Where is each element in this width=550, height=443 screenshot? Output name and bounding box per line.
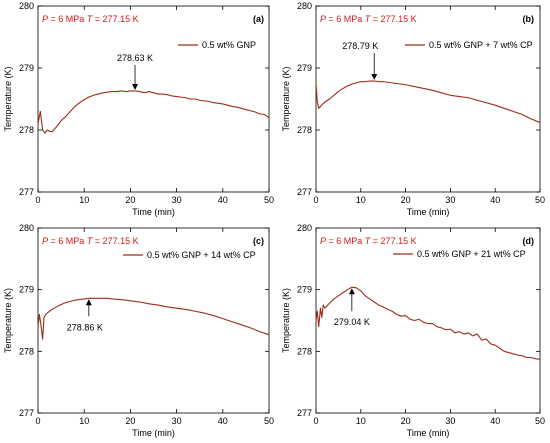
chart-panel-4: 0 10 20 30 40 50 277 278 279 280 Time (min) Tempera…: [281, 223, 545, 438]
y-tick-label: 279: [19, 63, 34, 73]
y-tick-label: 277: [19, 408, 34, 418]
y-tick-label: 277: [297, 408, 312, 418]
x-tick-label: 10: [79, 195, 89, 205]
x-tick-label: 20: [125, 195, 135, 205]
x-tick-label: 50: [264, 195, 274, 205]
y-tick-label: 277: [19, 187, 34, 197]
condition-text: P = 6 MPa T = 277.15 K: [320, 14, 417, 24]
legend-label: 0.5 wt% GNP: [202, 40, 256, 50]
annotation-label: 278.79 K: [342, 41, 378, 51]
legend-label: 0.5 wt% GNP + 21 wt% CP: [417, 249, 526, 259]
y-tick-label: 278: [297, 125, 312, 135]
annotation-label: 278.86 K: [67, 322, 103, 332]
plot-frame: [315, 5, 541, 193]
annotation-label: 279.04 K: [334, 317, 370, 327]
x-tick-label: 10: [356, 195, 366, 205]
x-tick-label: 10: [79, 416, 89, 426]
x-tick-label: 30: [445, 195, 455, 205]
x-tick-label: 20: [125, 416, 135, 426]
y-tick-label: 278: [19, 346, 34, 356]
annotation-arrowhead: [371, 74, 378, 81]
annotation-arrowhead: [132, 83, 139, 90]
x-tick-label: 20: [401, 195, 411, 205]
annotation-arrowhead: [85, 299, 92, 306]
x-tick-label: 40: [490, 195, 500, 205]
legend-label: 0.5 wt% GNP + 14 wt% CP: [147, 250, 256, 260]
x-tick-label: 0: [313, 416, 318, 426]
x-tick-label: 50: [264, 416, 274, 426]
series-line: [37, 297, 270, 340]
y-tick-label: 277: [297, 187, 312, 197]
y-tick-label: 280: [19, 223, 34, 233]
chart-panel-2: 0 10 20 30 40 50 277 278 279 280 Time (min) Tempera…: [281, 1, 545, 217]
y-tick-label: 279: [297, 63, 312, 73]
y-axis-label: Temperature (K): [281, 66, 291, 131]
x-tick-label: 0: [35, 195, 40, 205]
x-tick-label: 50: [535, 416, 545, 426]
chart-panel-1: 0 10 20 30 40 50 277 278 279 280 Time (min) Tempera…: [3, 1, 274, 217]
x-axis-label: Time (min): [132, 428, 175, 438]
y-tick-label: 280: [297, 1, 312, 11]
x-tick-label: 30: [445, 416, 455, 426]
plot-frame: [37, 227, 270, 414]
x-tick-label: 50: [535, 195, 545, 205]
condition-text: P = 6 MPa T = 277.15 K: [320, 236, 417, 246]
series-line: [315, 286, 541, 360]
x-axis-label: Time (min): [407, 207, 450, 217]
annotation-arrowhead: [348, 288, 355, 295]
y-tick-label: 278: [297, 346, 312, 356]
x-tick-label: 40: [218, 416, 228, 426]
legend-label: 0.5 wt% GNP + 7 wt% CP: [429, 40, 533, 50]
x-tick-label: 40: [490, 416, 500, 426]
x-tick-label: 20: [401, 416, 411, 426]
x-tick-label: 0: [313, 195, 318, 205]
chart-panel-3: 0 10 20 30 40 50 277 278 279 280 Time (min) Tempera…: [3, 223, 274, 438]
x-tick-label: 30: [172, 416, 182, 426]
y-tick-label: 278: [19, 125, 34, 135]
x-axis-label: Time (min): [132, 207, 175, 217]
series-line: [37, 90, 270, 134]
panel-label: (b): [523, 14, 535, 24]
series-line: [315, 80, 541, 124]
y-tick-label: 280: [297, 223, 312, 233]
annotation-label: 278.63 K: [117, 53, 153, 63]
panel-label: (c): [253, 236, 264, 246]
condition-text: P = 6 MPa T = 277.15 K: [42, 236, 139, 246]
x-tick-label: 10: [356, 416, 366, 426]
panel-label: (d): [523, 236, 535, 246]
y-axis-label: Temperature (K): [3, 288, 13, 353]
y-axis-label: Temperature (K): [281, 288, 291, 353]
y-tick-label: 279: [19, 285, 34, 295]
x-tick-label: 40: [218, 195, 228, 205]
x-tick-label: 30: [172, 195, 182, 205]
y-tick-label: 279: [297, 285, 312, 295]
y-axis-label: Temperature (K): [3, 66, 13, 131]
plot-frame: [37, 5, 270, 193]
y-tick-label: 280: [19, 1, 34, 11]
panel-label: (a): [253, 14, 264, 24]
x-axis-label: Time (min): [407, 428, 450, 438]
x-tick-label: 0: [35, 416, 40, 426]
condition-text: P = 6 MPa T = 277.15 K: [42, 14, 139, 24]
